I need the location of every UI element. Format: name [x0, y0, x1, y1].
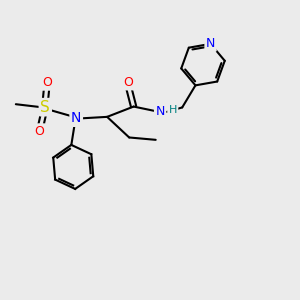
Text: S: S [40, 100, 50, 115]
Text: O: O [34, 125, 44, 138]
Text: N: N [71, 111, 81, 125]
Text: H: H [169, 105, 177, 116]
Text: O: O [42, 76, 52, 89]
Text: N: N [206, 38, 215, 50]
Text: O: O [123, 76, 133, 89]
Text: N: N [155, 105, 165, 119]
